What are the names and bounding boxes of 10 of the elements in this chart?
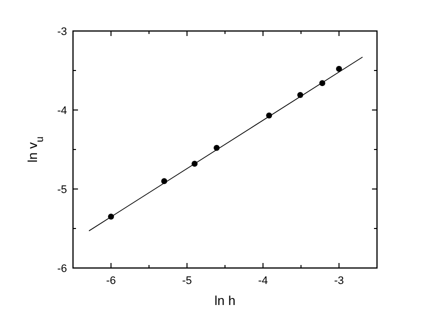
point (336, 66, 342, 72)
y-tick-label: -6 (57, 263, 67, 275)
x-tick-label: -4 (258, 275, 268, 287)
y-tick-label: -3 (57, 26, 67, 38)
x-tick-label: -3 (334, 275, 344, 287)
x-tick-label: -5 (182, 275, 192, 287)
y-tick-label: -5 (57, 184, 67, 196)
x-tick-label: -6 (106, 275, 116, 287)
x-axis-title: ln h (214, 293, 236, 308)
y-tick-label: -4 (57, 105, 67, 117)
